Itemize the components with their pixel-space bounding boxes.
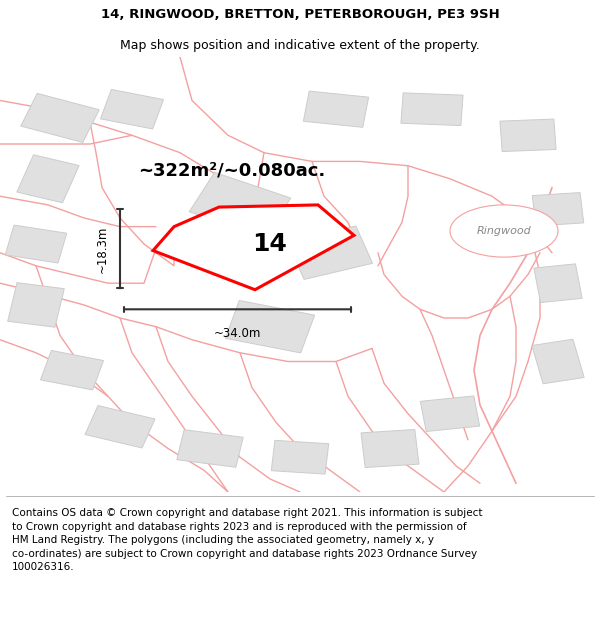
Text: Contains OS data © Crown copyright and database right 2021. This information is : Contains OS data © Crown copyright and d… [12, 508, 482, 572]
Polygon shape [177, 430, 243, 468]
Text: Map shows position and indicative extent of the property.: Map shows position and indicative extent… [120, 39, 480, 52]
Text: ~322m²/~0.080ac.: ~322m²/~0.080ac. [138, 161, 325, 179]
Polygon shape [5, 225, 67, 263]
Polygon shape [21, 93, 99, 142]
Polygon shape [40, 351, 104, 390]
Polygon shape [226, 301, 314, 353]
Text: 14: 14 [253, 232, 287, 256]
Polygon shape [100, 89, 164, 129]
Polygon shape [8, 282, 64, 328]
Polygon shape [534, 264, 582, 302]
Text: ~18.3m: ~18.3m [96, 225, 109, 272]
Polygon shape [500, 119, 556, 151]
Polygon shape [532, 192, 584, 226]
Polygon shape [401, 93, 463, 126]
Text: Ringwood: Ringwood [476, 226, 532, 236]
Polygon shape [287, 226, 373, 279]
Polygon shape [85, 406, 155, 448]
Text: ~34.0m: ~34.0m [214, 327, 261, 340]
Text: 14, RINGWOOD, BRETTON, PETERBOROUGH, PE3 9SH: 14, RINGWOOD, BRETTON, PETERBOROUGH, PE3… [101, 8, 499, 21]
Polygon shape [532, 339, 584, 384]
Polygon shape [189, 173, 291, 238]
Polygon shape [271, 441, 329, 474]
Polygon shape [361, 429, 419, 468]
Polygon shape [304, 91, 368, 128]
Polygon shape [421, 396, 479, 431]
Polygon shape [153, 205, 354, 290]
Ellipse shape [450, 205, 558, 257]
Polygon shape [17, 155, 79, 202]
